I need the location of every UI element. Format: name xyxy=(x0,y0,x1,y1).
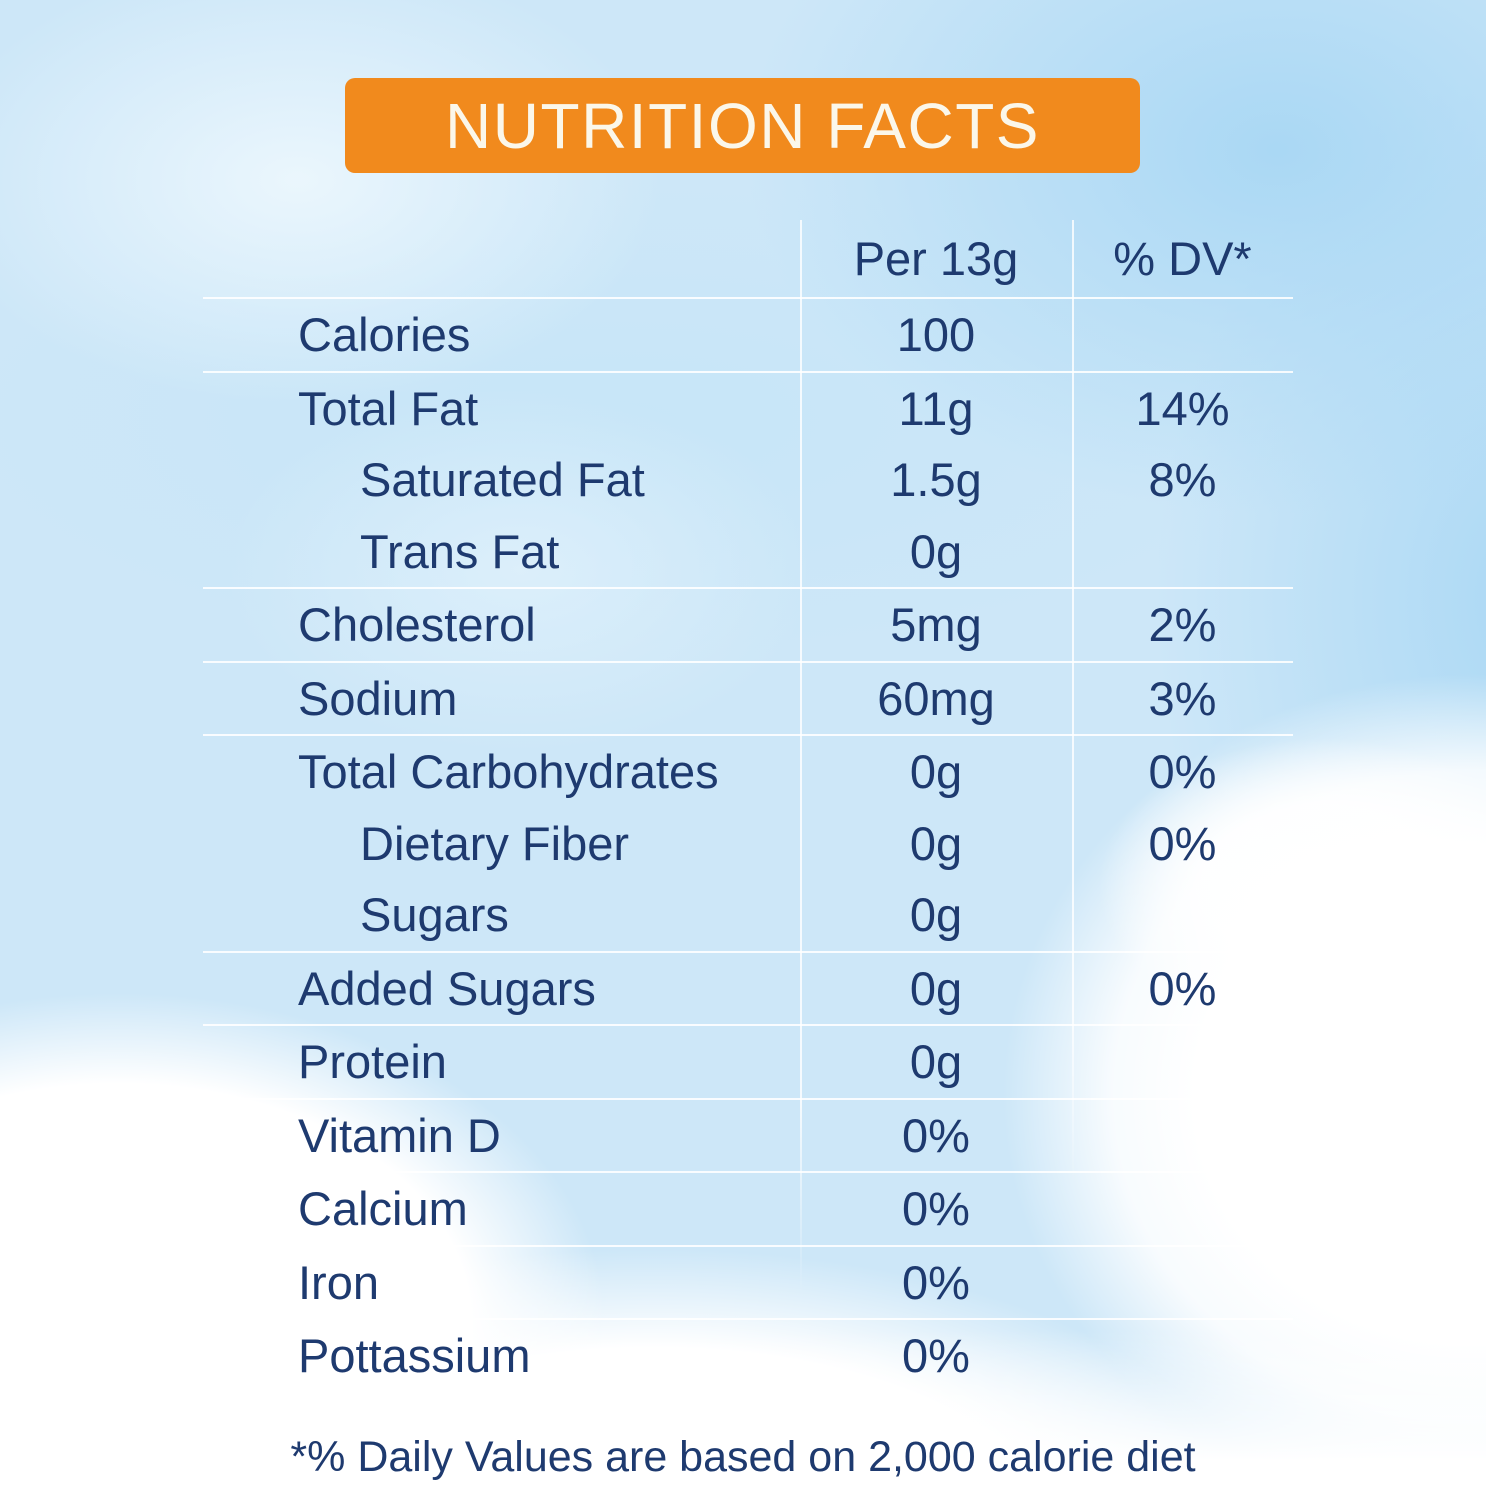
row-label: Vitamin D xyxy=(298,1108,501,1162)
table-row: Trans Fat 0g xyxy=(203,516,1293,589)
header-dv: % DV* xyxy=(1113,232,1252,285)
nutrition-table-rows: Calories 100 Total Fat 11g 14% Saturated Fat 1… xyxy=(203,299,1293,1392)
row-amount: 0% xyxy=(902,1255,970,1309)
row-dv: 0% xyxy=(1148,816,1217,870)
column-header-row: Per 13g % DV* xyxy=(203,220,1293,299)
row-label: Sodium xyxy=(298,671,458,725)
table-row: Protein 0g xyxy=(203,1026,1293,1100)
table-row: Pottassium 0% xyxy=(203,1320,1293,1392)
row-dv: 3% xyxy=(1148,671,1217,725)
row-amount: 0g xyxy=(909,524,963,578)
table-row: Sodium 60mg 3% xyxy=(203,663,1293,736)
table-row: Calcium 0% xyxy=(203,1173,1293,1247)
row-amount: 0g xyxy=(909,961,963,1015)
daily-value-footnote: *% Daily Values are based on 2,000 calor… xyxy=(290,1433,1196,1481)
row-amount: 0% xyxy=(902,1329,970,1383)
row-label: Saturated Fat xyxy=(360,453,645,507)
row-label: Added Sugars xyxy=(298,961,596,1015)
nutrition-table: Per 13g % DV* Calories 100 Total Fat 11g 14%… xyxy=(203,220,1293,1392)
row-amount: 5mg xyxy=(890,598,982,652)
row-label: Calories xyxy=(298,308,471,362)
table-row: Calories 100 xyxy=(203,299,1293,373)
row-amount: 0g xyxy=(909,816,963,870)
table-row: Cholesterol 5mg 2% xyxy=(203,589,1293,663)
row-dv: 0% xyxy=(1148,961,1217,1015)
table-row: Added Sugars 0g 0% xyxy=(203,953,1293,1026)
table-row: Total Fat 11g 14% xyxy=(203,373,1293,445)
table-row: Vitamin D 0% xyxy=(203,1100,1293,1173)
row-amount: 0g xyxy=(909,888,963,942)
row-amount: 100 xyxy=(896,308,976,362)
row-label: Dietary Fiber xyxy=(360,816,630,870)
page-title: NUTRITION FACTS xyxy=(445,89,1040,162)
row-amount: 0% xyxy=(902,1108,970,1162)
row-amount: 0g xyxy=(909,745,963,799)
column-divider-left xyxy=(800,220,802,1295)
row-dv: 8% xyxy=(1148,453,1217,507)
row-dv: 0% xyxy=(1148,745,1217,799)
row-amount: 0g xyxy=(909,1035,963,1089)
header-amount: Per 13g xyxy=(853,232,1019,285)
row-label: Protein xyxy=(298,1035,447,1089)
title-banner: NUTRITION FACTS xyxy=(345,78,1140,173)
table-row: Saturated Fat 1.5g 8% xyxy=(203,444,1293,516)
table-row: Sugars 0g xyxy=(203,879,1293,953)
row-label: Iron xyxy=(298,1255,379,1309)
row-label: Cholesterol xyxy=(298,598,536,652)
row-amount: 11g xyxy=(898,381,974,435)
table-row: Dietary Fiber 0g 0% xyxy=(203,808,1293,880)
table-row: Total Carbohydrates 0g 0% xyxy=(203,736,1293,808)
column-divider-right xyxy=(1072,220,1074,1185)
row-label: Total Fat xyxy=(298,381,479,435)
row-label: Trans Fat xyxy=(360,524,560,578)
table-row: Iron 0% xyxy=(203,1247,1293,1320)
row-label: Calcium xyxy=(298,1182,468,1236)
row-dv: 2% xyxy=(1148,598,1217,652)
row-amount: 0% xyxy=(902,1182,970,1236)
row-amount: 60mg xyxy=(877,671,995,725)
row-label: Sugars xyxy=(360,888,509,942)
row-dv: 14% xyxy=(1135,381,1230,435)
row-amount: 1.5g xyxy=(890,453,982,507)
row-label: Pottassium xyxy=(298,1329,531,1383)
row-label: Total Carbohydrates xyxy=(298,745,719,799)
